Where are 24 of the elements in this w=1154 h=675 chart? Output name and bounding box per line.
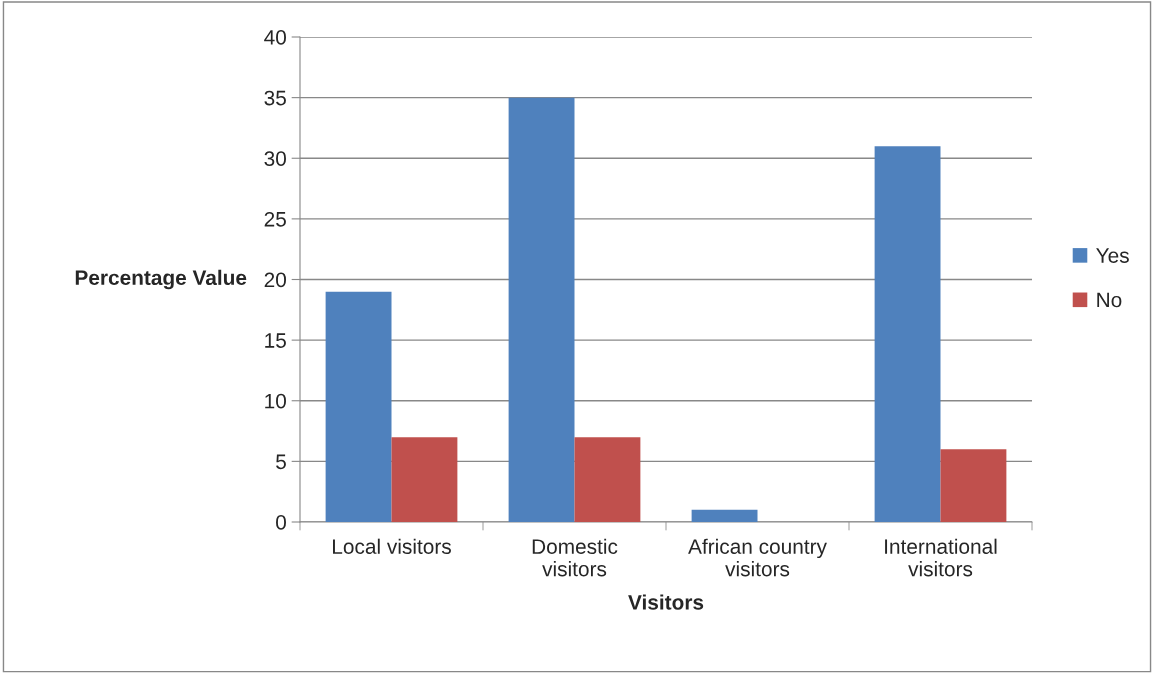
legend-label: No: [1097, 292, 1122, 308]
legend-label: Yes: [1096, 248, 1129, 263]
bar: [574, 437, 641, 522]
x-axis-title: Visitors: [628, 594, 704, 610]
bar: [874, 146, 941, 522]
y-tick-label: 30: [264, 151, 286, 166]
bar: [391, 437, 458, 522]
y-tick-label: 5: [276, 454, 286, 470]
bar: [691, 509, 758, 522]
bar: [325, 291, 392, 522]
bar: [940, 449, 1007, 522]
x-tick-label: Local visitors: [333, 538, 451, 554]
x-tick-label: African country visitors: [688, 538, 827, 577]
x-tick-label: International visitors: [885, 538, 997, 577]
y-tick-label: 35: [264, 90, 286, 106]
y-tick-label: 0: [276, 515, 286, 530]
y-tick-label: 10: [265, 393, 286, 409]
x-tick-label: Domestic visitors: [532, 538, 618, 577]
y-tick-label: 40: [264, 30, 286, 45]
y-tick-label: 20: [264, 272, 286, 288]
y-tick-label: 15: [265, 333, 286, 348]
bar: [508, 97, 575, 522]
y-axis-title: Percentage Value: [75, 269, 247, 290]
y-tick-label: 25: [264, 211, 286, 227]
